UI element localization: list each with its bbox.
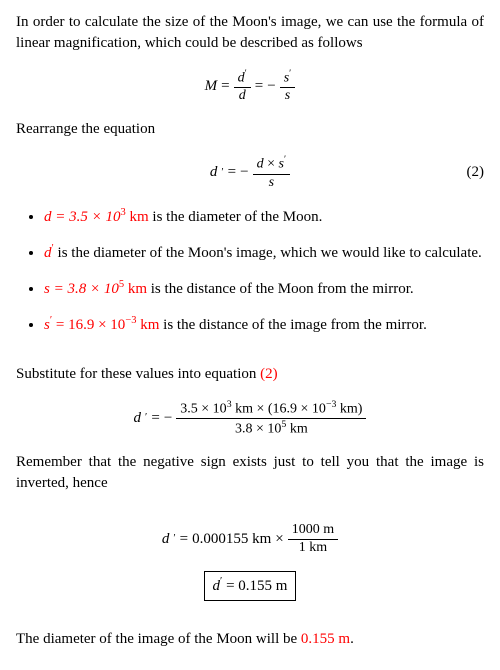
conclusion: The diameter of the image of the Moon wi… [16, 629, 484, 650]
boxed-result: d′ = 0.155 m [204, 571, 297, 601]
bullet-d: d = 3.5 × 103 km is the diameter of the … [44, 206, 484, 228]
equation-substitution: d′ = − 3.5 × 103 km × (16.9 × 10−3 km) 3… [16, 399, 484, 439]
intro-paragraph: In order to calculate the size of the Mo… [16, 12, 484, 54]
equation-2: d′ = − d × s′ s (2) [16, 154, 484, 191]
variable-list: d = 3.5 × 103 km is the diameter of the … [16, 206, 484, 336]
bullet-s-prime: s′ = 16.9 × 10−3 km is the distance of t… [44, 314, 484, 336]
boxed-result-row: d′ = 0.155 m [16, 571, 484, 601]
substitute-text: Substitute for these values into equatio… [16, 364, 484, 385]
equation-number-2: (2) [467, 162, 485, 183]
bullet-s: s = 3.8 × 105 km is the distance of the … [44, 278, 484, 300]
remember-text: Remember that the negative sign exists j… [16, 452, 484, 494]
equation-conversion: d′ = 0.000155 km × 1000 m 1 km [16, 522, 484, 557]
rearrange-text: Rearrange the equation [16, 119, 484, 140]
equation-magnification: M = d′ d = − s′ s [16, 68, 484, 105]
bullet-d-prime: d′ is the diameter of the Moon's image, … [44, 242, 484, 264]
